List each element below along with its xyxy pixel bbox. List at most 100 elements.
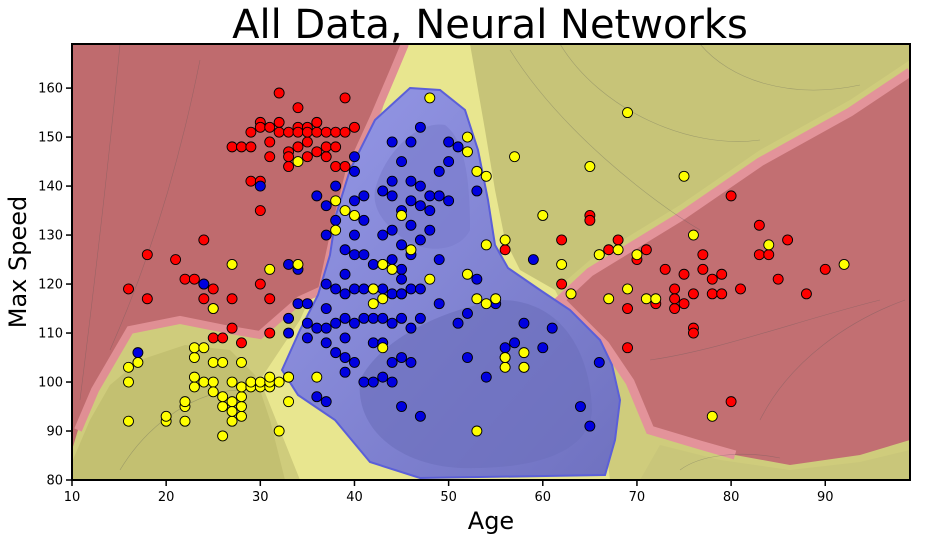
yellow-data-point	[123, 376, 134, 388]
red-data-point	[179, 273, 191, 285]
yellow-data-point	[236, 401, 247, 412]
red-data-point	[254, 121, 266, 133]
yellow-data-point	[706, 410, 718, 422]
x-tick-label: 30	[252, 490, 269, 505]
red-data-point	[311, 116, 323, 128]
yellow-data-point	[471, 293, 483, 305]
red-data-point	[301, 151, 313, 163]
yellow-data-point	[236, 381, 247, 393]
blue-data-point	[471, 185, 483, 197]
x-tick-label: 10	[64, 490, 81, 505]
yellow-data-point	[377, 258, 389, 270]
blue-data-point	[132, 347, 144, 359]
red-data-point	[264, 293, 276, 305]
blue-data-point	[349, 165, 360, 177]
red-data-point	[499, 244, 511, 256]
red-data-point	[706, 288, 718, 300]
blue-data-point	[509, 337, 520, 349]
yellow-data-point	[622, 107, 633, 119]
yellow-data-point	[386, 263, 398, 275]
blue-data-point	[377, 185, 389, 197]
red-data-point	[330, 161, 342, 172]
yellow-data-point	[236, 391, 247, 403]
red-data-point	[772, 273, 784, 285]
blue-data-point	[405, 136, 417, 148]
blue-data-point	[358, 376, 370, 388]
yellow-data-point	[198, 376, 210, 388]
yellow-data-point	[236, 410, 247, 422]
y-tick-label: 80	[46, 474, 63, 489]
yellow-data-point	[471, 425, 483, 437]
blue-data-point	[414, 121, 426, 133]
yellow-data-point	[424, 92, 436, 104]
blue-data-point	[349, 195, 360, 207]
yellow-data-point	[330, 195, 342, 207]
blue-data-point	[396, 273, 408, 285]
blue-data-point	[574, 401, 586, 412]
yellow-data-point	[226, 258, 238, 270]
yellow-data-point	[462, 146, 473, 158]
red-data-point	[800, 288, 812, 300]
blue-data-point	[339, 288, 351, 300]
blue-data-point	[584, 420, 596, 432]
blue-data-point	[386, 356, 398, 368]
yellow-data-point	[264, 263, 276, 275]
red-data-point	[245, 141, 257, 153]
red-data-point	[254, 278, 266, 290]
yellow-data-point	[622, 283, 633, 295]
red-data-point	[320, 151, 332, 163]
blue-data-point	[339, 366, 351, 378]
red-data-point	[198, 293, 210, 305]
red-data-point	[697, 249, 709, 261]
yellow-data-point	[292, 156, 304, 168]
yellow-data-point	[377, 293, 389, 305]
red-data-point	[556, 278, 568, 290]
blue-data-point	[518, 317, 530, 329]
yellow-data-point	[518, 361, 530, 373]
blue-data-point	[405, 283, 417, 295]
yellow-data-point	[226, 405, 238, 417]
yellow-data-point	[631, 249, 643, 261]
red-data-point	[584, 214, 596, 226]
yellow-data-point	[499, 361, 511, 373]
yellow-data-point	[160, 410, 172, 422]
blue-data-point	[443, 136, 455, 148]
y-axis-ticks: 80 90 100 110 120 130 140 150 160	[38, 82, 72, 489]
blue-data-point	[377, 371, 389, 383]
blue-data-point	[283, 312, 295, 324]
blue-data-point	[367, 312, 379, 324]
blue-data-point	[320, 322, 332, 334]
red-data-point	[292, 102, 304, 114]
blue-data-point	[546, 322, 558, 334]
blue-data-point	[358, 283, 370, 295]
blue-data-point	[462, 352, 473, 363]
blue-data-point	[462, 307, 473, 319]
red-region-right	[560, 70, 910, 465]
red-data-point	[339, 126, 351, 138]
red-data-point	[725, 396, 737, 408]
x-tick-label: 60	[535, 490, 552, 505]
blue-data-point	[396, 239, 408, 251]
yellow-data-point	[480, 239, 492, 251]
yellow-data-point	[217, 430, 229, 442]
blue-data-point	[339, 332, 351, 344]
yellow-data-point	[217, 401, 229, 412]
y-tick-label: 130	[38, 229, 63, 244]
yellow-data-point	[273, 425, 285, 437]
blue-data-point	[301, 332, 313, 344]
yellow-data-point	[273, 376, 285, 388]
blue-data-point	[349, 229, 360, 241]
blue-data-point	[377, 229, 389, 241]
red-data-point	[311, 146, 323, 158]
yellow-data-point	[188, 381, 200, 393]
yellow-data-point	[509, 151, 520, 163]
blue-data-point	[405, 219, 417, 231]
blue-data-point	[452, 141, 464, 153]
y-tick-label: 120	[38, 278, 63, 293]
blue-data-point	[396, 156, 408, 168]
red-data-point	[706, 273, 718, 285]
red-data-point	[330, 126, 342, 138]
blue-data-point	[499, 342, 511, 354]
y-tick-label: 140	[38, 180, 63, 195]
